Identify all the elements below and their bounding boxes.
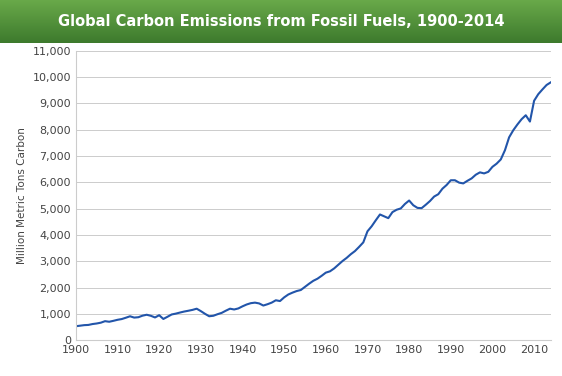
Y-axis label: Million Metric Tons Carbon: Million Metric Tons Carbon [17,127,27,264]
Text: Global Carbon Emissions from Fossil Fuels, 1900-2014: Global Carbon Emissions from Fossil Fuel… [58,14,504,29]
